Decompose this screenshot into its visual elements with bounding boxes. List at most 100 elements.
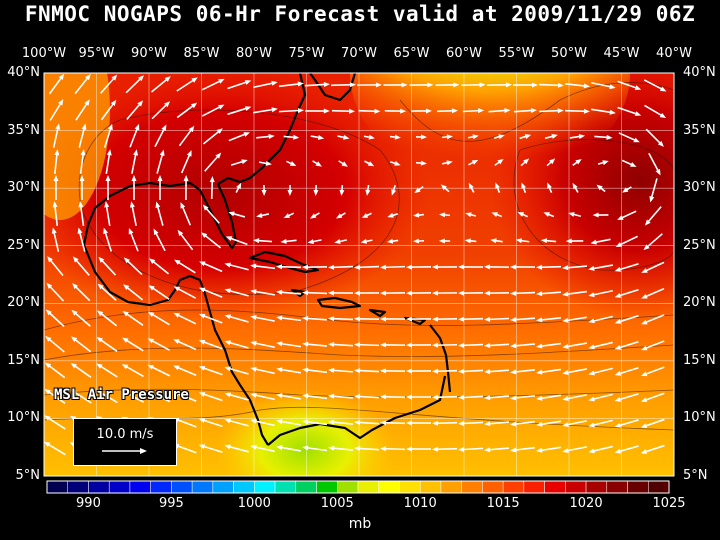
wind-arrow <box>276 393 301 400</box>
wind-arrow <box>536 316 562 323</box>
lat-label: 25°N <box>683 237 716 253</box>
wind-arrow <box>105 149 112 174</box>
wind-arrow <box>458 394 484 400</box>
wind-arrow <box>383 82 408 88</box>
wind-arrow <box>432 368 458 374</box>
wind-arrow <box>43 441 66 456</box>
wind-arrow <box>380 264 406 270</box>
wind-arrow <box>510 290 536 296</box>
coastline <box>267 375 447 446</box>
colorbar-swatch <box>482 480 504 494</box>
lat-label: 5°N <box>15 468 41 483</box>
wind-arrow <box>484 343 510 349</box>
wind-arrow <box>536 394 561 401</box>
lat-label: 35°N <box>683 122 716 138</box>
wind-arrow <box>148 285 170 300</box>
wind-arrow <box>201 78 225 91</box>
wind-arrow <box>468 159 479 166</box>
wind-arrow <box>180 150 192 174</box>
wind-arrow <box>328 316 354 322</box>
wind-arrow <box>48 73 65 95</box>
wind-arrow <box>409 82 434 88</box>
wind-arrow <box>354 394 380 400</box>
wind-arrow <box>302 393 328 400</box>
wind-arrow <box>151 101 171 120</box>
wind-arrow <box>361 212 372 219</box>
wind-arrow <box>339 184 345 196</box>
colorbar-swatch <box>233 480 255 494</box>
wind-arrow <box>198 418 223 428</box>
wind-arrow <box>335 212 346 219</box>
wind-arrow <box>280 238 297 244</box>
wind-arrow <box>540 238 557 244</box>
wind-arrow <box>155 201 164 226</box>
wind-arrow <box>641 314 665 325</box>
coastline <box>309 72 357 102</box>
wind-arrow <box>283 212 295 219</box>
wind-arrow <box>337 134 350 140</box>
colorbar-swatch <box>212 480 234 494</box>
wind-arrow <box>54 149 60 175</box>
wind-arrow <box>438 238 451 244</box>
wind-arrow <box>458 368 484 374</box>
colorbar-swatch <box>129 480 151 494</box>
wind-arrow <box>79 149 86 175</box>
wind-arrow <box>617 80 642 91</box>
wind-arrow <box>412 238 425 244</box>
colorbar <box>46 480 670 494</box>
wind-arrow <box>45 309 65 328</box>
wind-arrow <box>380 420 406 426</box>
wind-arrow <box>96 363 118 378</box>
wind-arrow <box>173 391 197 402</box>
wind-arrow <box>465 212 477 218</box>
colorbar-swatch <box>295 480 317 494</box>
wind-arrow <box>440 184 450 193</box>
wind-arrow <box>618 132 640 143</box>
wind-arrow <box>276 419 301 426</box>
wind-arrow <box>204 152 222 172</box>
wind-arrow <box>71 309 91 327</box>
wind-arrow <box>312 160 322 167</box>
wind-arrow <box>253 107 278 114</box>
wind-arrow <box>641 287 665 299</box>
wind-arrow <box>224 392 249 401</box>
wind-arrow <box>198 444 223 454</box>
wind-arrow <box>147 338 171 351</box>
wind-arrow <box>588 445 613 454</box>
wind-arrow <box>328 290 354 296</box>
wind-arrow <box>228 132 250 142</box>
wind-arrow <box>224 444 249 453</box>
wind-arrow <box>330 82 356 88</box>
wind-arrow <box>256 212 270 218</box>
colorbar-swatch <box>585 480 608 494</box>
wind-arrow <box>250 289 275 296</box>
longitude-labels: 100°W 95°W 90°W 85°W 80°W 75°W 70°W 65°W 60°W 55°… <box>0 46 720 62</box>
wind-arrows <box>43 73 667 456</box>
wind-arrow <box>283 134 300 140</box>
wind-arrow <box>313 184 319 196</box>
wind-arrow <box>105 175 111 201</box>
wind-arrow <box>250 315 275 322</box>
wind-arrow <box>406 342 432 348</box>
colorbar-swatch <box>565 480 587 494</box>
wind-arrow <box>562 394 587 402</box>
wind-arrow <box>250 392 275 401</box>
wind-arrow <box>494 158 504 167</box>
wind-arrow <box>258 160 272 166</box>
coastline <box>82 72 307 446</box>
wind-arrow <box>70 389 92 404</box>
wind-arrow <box>147 391 171 403</box>
wind-arrow <box>253 238 272 244</box>
lat-label: 40°N <box>683 65 716 80</box>
wind-arrow <box>643 79 667 92</box>
wind-arrow <box>77 227 86 252</box>
wind-arrow <box>614 288 639 298</box>
wind-arrow <box>154 124 167 148</box>
wind-arrow <box>250 263 276 270</box>
wind-arrow <box>594 134 613 140</box>
wind-arrow <box>512 82 538 88</box>
lon-label: 95°W <box>78 46 115 61</box>
wind-arrow <box>287 184 293 196</box>
wind-arrow <box>173 339 197 351</box>
wind-arrow <box>543 212 555 218</box>
